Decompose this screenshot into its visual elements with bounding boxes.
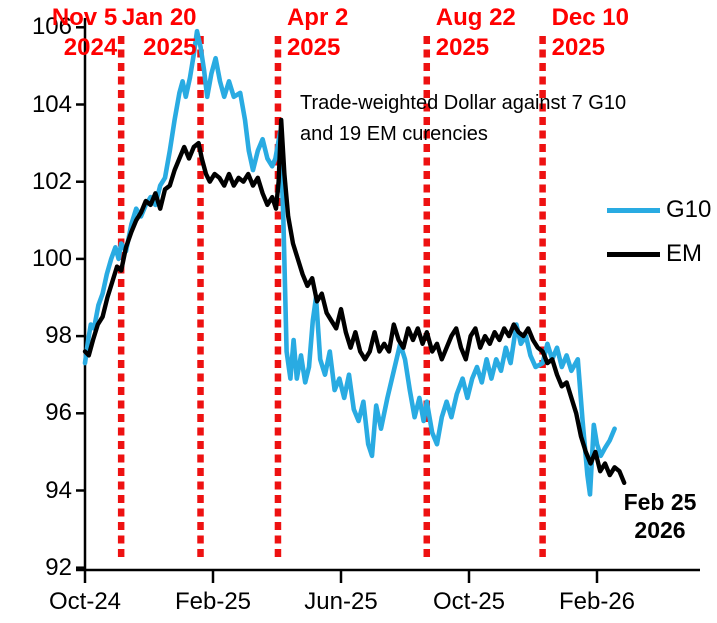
- y-tick-label: 96: [45, 399, 72, 427]
- legend-label-em: EM: [666, 240, 702, 267]
- em-line-swatch: [607, 251, 660, 257]
- event-label-line: 2025: [143, 34, 197, 61]
- event-label-line: Aug 22: [435, 4, 516, 31]
- event-label-line: Nov 5: [51, 4, 118, 31]
- event-label: Apr 2 2025: [287, 3, 348, 63]
- annotation-line-1: Trade-weighted Dollar against 7 G10: [300, 92, 627, 114]
- event-label: Nov 5 2024: [52, 3, 117, 63]
- g10-line-swatch: [607, 207, 660, 213]
- end-label-line-2: 2026: [634, 517, 686, 543]
- x-tick-label: Oct-25: [432, 588, 506, 615]
- event-label-line: 2024: [63, 34, 118, 61]
- y-tick-label: 104: [31, 90, 72, 118]
- x-tick-label: Jun-25: [304, 588, 378, 615]
- event-label-line: Dec 10: [551, 4, 629, 31]
- legend-item-em: EM: [607, 240, 702, 268]
- event-label-line: 2025: [551, 34, 605, 61]
- y-tick-label: 106: [31, 13, 72, 41]
- event-label: Aug 22 2025: [436, 3, 516, 63]
- last-data-point-label: Feb 25 2026: [612, 488, 708, 544]
- x-tick-label: Oct-24: [48, 588, 122, 615]
- y-tick-label: 102: [31, 167, 72, 195]
- event-label-line: 2025: [435, 34, 490, 61]
- event-label: Jan 20 2025: [122, 3, 197, 63]
- event-label-line: Apr 2: [286, 4, 349, 31]
- chart-annotation: Trade-weighted Dollar against 7 G10 and …: [300, 88, 626, 150]
- legend-item-g10: G10: [607, 196, 711, 224]
- annotation-line-2: and 19 EM curencies: [300, 123, 488, 145]
- end-label-line-1: Feb 25: [623, 489, 697, 515]
- x-tick-label: Feb-25: [174, 588, 252, 615]
- y-tick-label: 94: [45, 476, 72, 504]
- em-line: [82, 117, 627, 485]
- x-tick-label: Feb-26: [558, 588, 636, 615]
- g10-line: [82, 28, 617, 497]
- event-label-line: 2025: [286, 34, 341, 61]
- y-tick-label: 98: [45, 322, 72, 350]
- event-label: Dec 10 2025: [552, 3, 629, 63]
- y-tick-label: 100: [31, 244, 72, 272]
- y-tick-label: 92: [45, 553, 72, 581]
- legend-label-g10: G10: [666, 196, 712, 223]
- event-label-line: Jan 20: [121, 4, 197, 31]
